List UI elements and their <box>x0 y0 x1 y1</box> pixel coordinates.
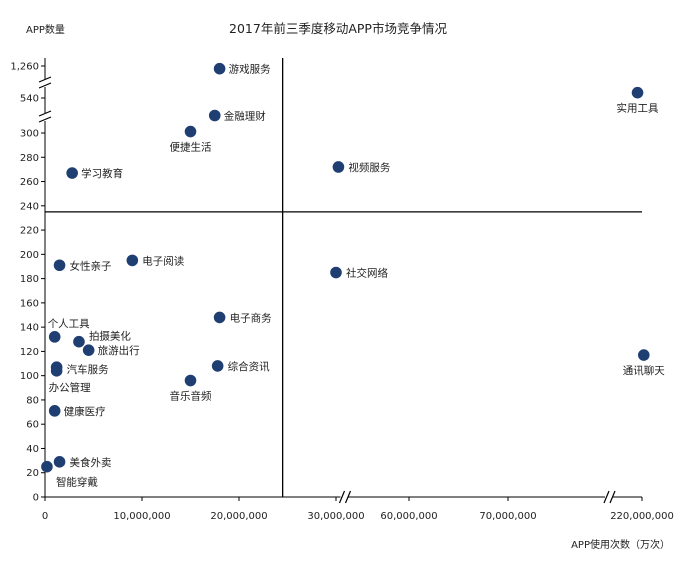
data-point <box>208 109 221 122</box>
data-point-label: 电子商务 <box>230 311 272 324</box>
data-point <box>50 365 63 377</box>
y-tick-label: 180 <box>20 274 39 285</box>
y-tick-label: 160 <box>20 298 39 309</box>
data-point <box>48 405 61 417</box>
x-tick-label: 10,000,000 <box>113 511 170 522</box>
x-tick-label: 60,000,000 <box>380 511 437 522</box>
data-point <box>631 86 644 99</box>
y-tick-label: 540 <box>20 94 39 105</box>
axes: 0 20 40 60 80 100 120 140 160 180 200 220 240 260 280 3… <box>10 58 674 522</box>
y-tick-label: 80 <box>26 395 39 406</box>
y-tick-label: 300 <box>20 129 39 140</box>
data-point <box>53 456 66 468</box>
data-point <box>41 460 53 473</box>
data-point <box>211 360 224 372</box>
x-axis-break-mark <box>344 490 352 504</box>
y-tick-label: 220 <box>20 226 39 237</box>
data-point <box>332 161 345 173</box>
x-tick-label: 220,000,000 <box>610 511 674 522</box>
data-point <box>126 254 139 267</box>
data-point <box>184 374 197 387</box>
data-point <box>213 62 226 75</box>
y-tick-label: 60 <box>26 420 39 431</box>
y-tick-label: 120 <box>20 347 39 358</box>
data-point-label: 实用工具 <box>617 102 659 115</box>
data-point-label: 女性亲子 <box>70 259 112 272</box>
y-axis-break-gap <box>39 79 51 87</box>
data-point <box>53 259 66 272</box>
y-axis-break-mark <box>38 110 52 117</box>
data-point <box>73 335 85 348</box>
y-axis-break-gap <box>39 113 51 121</box>
y-tick-label: 0 <box>33 493 39 504</box>
data-point-label: 视频服务 <box>348 161 390 174</box>
data-point-label: 金融理财 <box>224 110 266 123</box>
data-point-label: 办公管理 <box>49 381 91 394</box>
data-point-label: 便捷生活 <box>170 141 212 154</box>
data-point-label: 智能穿戴 <box>56 476 98 489</box>
chart-title: 2017年前三季度移动APP市场竞争情况 <box>229 21 447 36</box>
x-axis-break-mark <box>603 490 610 504</box>
data-point-label: 通讯聊天 <box>623 364 665 377</box>
data-point-label: 音乐音频 <box>170 390 212 403</box>
data-point-label: 健康医疗 <box>64 405 106 418</box>
x-tick-label: 70,000,000 <box>479 511 536 522</box>
y-tick-label: 20 <box>26 468 39 479</box>
x-axis-break-mark <box>338 490 346 504</box>
data-point-label: 游戏服务 <box>229 63 271 76</box>
x-axis-title: APP使用次数（万次） <box>571 538 670 551</box>
data-point-label: 综合资讯 <box>228 360 270 373</box>
data-point-label: 电子阅读 <box>142 254 184 267</box>
x-tick-label: 20,000,000 <box>210 511 267 522</box>
y-tick-label: 40 <box>26 444 39 455</box>
y-tick-label: 240 <box>20 201 39 212</box>
x-axis-break-gap <box>605 491 613 503</box>
data-point <box>330 266 342 279</box>
data-point-label: 汽车服务 <box>67 363 109 376</box>
data-point-label: 学习教育 <box>81 167 123 180</box>
data-point <box>48 331 61 343</box>
y-tick-label: 1,260 <box>10 62 39 73</box>
data-point <box>66 167 78 179</box>
x-tick-label: 0 <box>42 511 48 522</box>
y-tick-label: 140 <box>20 323 39 334</box>
data-point <box>637 349 650 361</box>
y-tick-label: 280 <box>20 153 39 164</box>
data-point-label: 美食外卖 <box>70 456 112 469</box>
y-axis-break-mark <box>38 82 52 89</box>
data-point-label: 个人工具 <box>48 318 90 330</box>
y-tick-label: 260 <box>20 177 39 188</box>
y-tick-label: 200 <box>20 250 39 261</box>
y-tick-label: 100 <box>20 371 39 382</box>
data-point <box>82 344 95 356</box>
x-axis-break-mark <box>609 490 616 504</box>
y-axis-break-mark <box>38 116 52 123</box>
data-point <box>213 311 226 324</box>
reference-lines <box>45 58 642 497</box>
y-axis-break-mark <box>38 76 52 83</box>
data-point-label: 社交网络 <box>346 267 388 280</box>
data-point <box>184 125 197 138</box>
x-tick-label: 30,000,000 <box>307 511 364 522</box>
data-point-label: 旅游出行 <box>98 344 140 357</box>
y-axis-title: APP数量 <box>26 23 65 36</box>
data-point-label: 拍摄美化 <box>89 330 131 343</box>
x-axis-break-gap <box>340 491 349 503</box>
